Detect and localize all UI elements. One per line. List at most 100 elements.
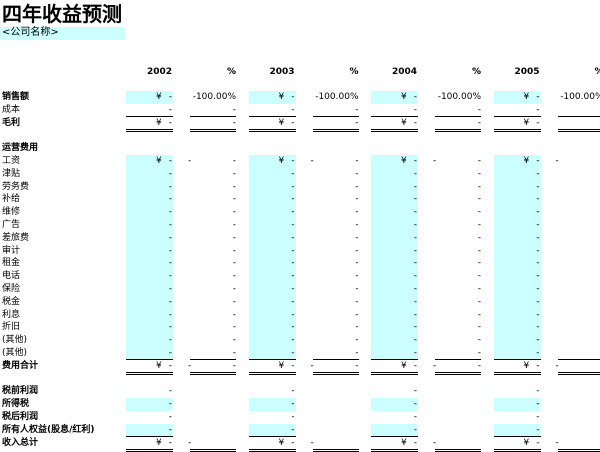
percent: - [427,283,481,295]
value: - [371,347,417,359]
value: - [371,334,417,346]
value: - [126,309,172,321]
percent: - [182,270,236,282]
percent: - [305,181,359,193]
value: - [249,91,295,103]
value: - [371,104,417,116]
percent: - [182,347,236,359]
value: - [371,168,417,180]
percent: - [305,168,359,180]
value: - [371,424,417,436]
percent: - [550,219,600,231]
percent: - [427,245,481,257]
underline [249,449,296,452]
value: - [249,309,295,321]
value: - [494,181,540,193]
value: - [249,181,295,193]
percent: - [305,296,359,308]
underline [249,372,296,375]
row-label: (其他) [2,334,27,346]
mid-value: - [433,437,436,449]
row-label: 费用合计 [2,360,38,372]
value: - [494,321,540,333]
row-label: 工资 [2,155,20,167]
pct-header: % [190,66,236,78]
row-label: 税后利润 [2,411,38,423]
underline [313,372,359,375]
pct-header: % [313,66,359,78]
value: - [494,424,540,436]
percent: - [427,270,481,282]
mid-value: - [311,437,314,449]
percent: - [305,309,359,321]
value: - [371,296,417,308]
value: - [249,232,295,244]
value: - [249,360,295,372]
value: - [126,347,172,359]
value: - [249,321,295,333]
year-header: 2005 [494,66,540,78]
percent: - [427,360,481,372]
value: - [494,270,540,282]
row-label: 毛利 [2,117,20,129]
value: - [126,360,172,372]
value: - [494,206,540,218]
percent: - [182,245,236,257]
pct-header: % [435,66,481,78]
row-label: 成本 [2,104,20,116]
value: - [494,168,540,180]
row-label: 销售额 [2,91,29,103]
percent: - [427,193,481,205]
percent: - [305,283,359,295]
value: - [494,385,540,397]
value: - [249,245,295,257]
underline [435,129,481,132]
value: - [126,270,172,282]
value: - [494,334,540,346]
underline [313,129,359,132]
percent: - [305,270,359,282]
value: - [494,232,540,244]
percent: -100.00% [427,91,481,103]
value: - [249,168,295,180]
percent: - [427,321,481,333]
row-label: 津贴 [2,168,20,180]
percent: - [305,219,359,231]
percent: - [427,334,481,346]
row-label: (其他) [2,347,27,359]
value: - [249,155,295,167]
percent: - [182,155,236,167]
value: - [249,104,295,116]
underline [190,449,236,452]
row-label: 保险 [2,283,20,295]
value: - [494,360,540,372]
value: - [126,245,172,257]
value: - [249,193,295,205]
value: - [371,206,417,218]
value: - [249,257,295,269]
value: - [371,232,417,244]
value: - [494,283,540,295]
value: - [126,193,172,205]
value: - [494,398,540,410]
underline [249,129,296,132]
row-label: 广告 [2,219,20,231]
percent: - [305,104,359,116]
percent: - [182,206,236,218]
value: - [371,91,417,103]
percent: - [427,117,481,129]
value: - [126,296,172,308]
percent: - [550,206,600,218]
value: - [249,296,295,308]
row-label: 所得税 [2,398,29,410]
percent: - [182,104,236,116]
underline [371,449,418,452]
underline [371,372,418,375]
value: - [371,437,417,449]
underline [126,449,173,452]
percent: - [550,117,600,129]
value: - [494,155,540,167]
percent: - [305,334,359,346]
value: - [249,117,295,129]
